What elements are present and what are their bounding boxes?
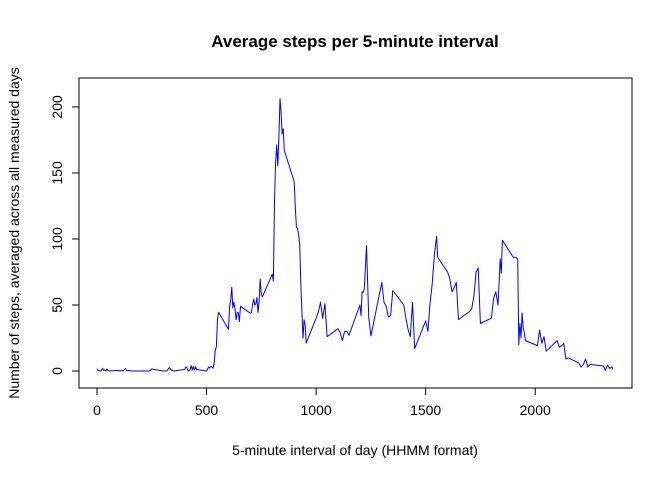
y-axis: 0 50 100 150 200 — [49, 95, 80, 375]
x-tick-label: 1500 — [410, 402, 441, 418]
x-tick-label: 500 — [195, 402, 219, 418]
x-tick-label: 1000 — [301, 402, 332, 418]
y-tick-label: 200 — [49, 95, 65, 119]
y-tick-label: 50 — [49, 297, 65, 313]
y-axis-label: Number of steps, averaged across all mea… — [6, 67, 22, 399]
y-tick-label: 0 — [49, 367, 65, 375]
x-axis-label: 5-minute interval of day (HHMM format) — [232, 442, 478, 458]
plot-frame — [78, 77, 633, 389]
x-tick-label: 2000 — [520, 402, 551, 418]
x-tick-label: 0 — [93, 402, 101, 418]
y-tick-label: 100 — [49, 227, 65, 251]
y-tick-label: 150 — [49, 161, 65, 185]
x-axis: 0 500 1000 1500 2000 — [93, 387, 551, 418]
series-line — [96, 98, 614, 372]
chart-title: Average steps per 5-minute interval — [211, 32, 499, 51]
